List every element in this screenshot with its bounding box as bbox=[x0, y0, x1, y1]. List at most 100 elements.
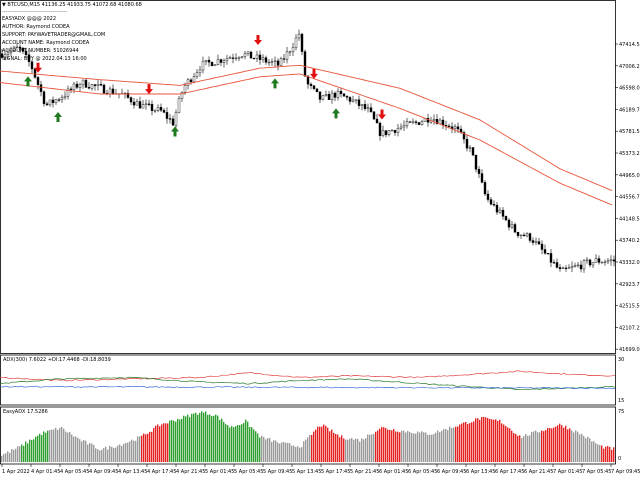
time-tick-label: 4 Apr 17:45 bbox=[147, 469, 176, 475]
histogram-bar bbox=[119, 444, 121, 462]
histogram-bar bbox=[573, 432, 575, 462]
ma-upper-line bbox=[0, 64, 613, 192]
histogram-bar bbox=[339, 437, 341, 462]
histogram-bar bbox=[263, 436, 265, 462]
histogram-bar bbox=[541, 430, 543, 462]
buy-arrow-icon bbox=[54, 112, 62, 123]
candle-body bbox=[321, 95, 325, 100]
candle-body bbox=[216, 59, 220, 65]
candle-body bbox=[171, 118, 175, 126]
candle-body bbox=[579, 264, 583, 270]
sell-arrow-icon bbox=[254, 34, 262, 45]
histogram-bar bbox=[403, 430, 405, 462]
histogram-bar bbox=[17, 446, 19, 462]
candle-body bbox=[570, 266, 574, 268]
histogram-bar bbox=[603, 448, 605, 462]
histogram-bar bbox=[389, 429, 391, 462]
histogram-bar bbox=[157, 424, 159, 462]
histogram-bar bbox=[571, 430, 573, 462]
candle-body bbox=[267, 61, 271, 64]
histogram-bar bbox=[527, 435, 529, 462]
candle-body bbox=[147, 103, 151, 105]
price-tick-label: 42923.75 bbox=[619, 282, 640, 288]
histogram-bar bbox=[219, 419, 221, 462]
histogram-bar bbox=[123, 443, 125, 462]
price-tick-label: 45373.25 bbox=[619, 151, 640, 157]
easyadx-scale-bottom: 0 bbox=[618, 456, 622, 462]
histogram-bar bbox=[341, 435, 343, 462]
histogram-bar bbox=[311, 434, 313, 462]
candle-body bbox=[528, 233, 532, 241]
histogram-bar bbox=[565, 425, 567, 462]
histogram-bar bbox=[361, 438, 363, 462]
candle-body bbox=[165, 112, 169, 119]
histogram-bar bbox=[397, 431, 399, 462]
histogram-bar bbox=[313, 431, 315, 462]
histogram-bar bbox=[203, 412, 205, 462]
histogram-bar bbox=[401, 430, 403, 462]
histogram-bar bbox=[333, 432, 335, 462]
candle-body bbox=[489, 199, 493, 205]
candle-body bbox=[183, 85, 187, 93]
histogram-bar bbox=[441, 430, 443, 462]
candle-body bbox=[162, 110, 166, 113]
histogram-bar bbox=[271, 441, 273, 462]
histogram-bar bbox=[109, 445, 111, 462]
candle-body bbox=[291, 47, 295, 53]
histogram-bar bbox=[163, 423, 165, 462]
candle-body bbox=[414, 121, 418, 123]
histogram-bar bbox=[101, 449, 103, 462]
histogram-bar bbox=[555, 426, 557, 462]
histogram-bar bbox=[605, 446, 607, 462]
candle-body bbox=[444, 124, 448, 127]
candle-body bbox=[432, 119, 436, 121]
histogram-bar bbox=[23, 445, 25, 462]
histogram-bar bbox=[349, 438, 351, 462]
ea-name: EASYADX @@@ 2022 bbox=[2, 16, 57, 22]
histogram-bar bbox=[535, 430, 537, 462]
histogram-bar bbox=[273, 440, 275, 462]
histogram-bar bbox=[213, 415, 215, 462]
histogram-bar bbox=[583, 435, 585, 462]
candle-body bbox=[420, 121, 424, 125]
candle-body bbox=[555, 262, 559, 268]
histogram-bar bbox=[383, 427, 385, 462]
histogram-bar bbox=[255, 431, 257, 462]
symbol-line: ▼ BTCUSD,M15 41136.25 41933.75 41072.68 … bbox=[2, 2, 142, 8]
candle-body bbox=[390, 130, 394, 132]
histogram-bar bbox=[553, 427, 555, 462]
candle-body bbox=[438, 119, 442, 124]
histogram-bar bbox=[301, 447, 303, 462]
histogram-bar bbox=[457, 426, 459, 462]
candle-body bbox=[33, 68, 37, 78]
candle-body bbox=[600, 262, 604, 264]
histogram-bar bbox=[261, 435, 263, 462]
candle-body bbox=[498, 209, 502, 213]
candle-body bbox=[312, 85, 316, 89]
time-tick-label: 6 Apr 17:45 bbox=[495, 469, 524, 475]
histogram-bar bbox=[445, 428, 447, 462]
histogram-bar bbox=[235, 426, 237, 462]
histogram-bar bbox=[5, 453, 7, 462]
histogram-bar bbox=[521, 438, 523, 462]
histogram-bar bbox=[547, 427, 549, 462]
candle-body bbox=[345, 96, 349, 98]
histogram-bar bbox=[223, 421, 225, 462]
candle-body bbox=[84, 79, 88, 88]
histogram-bar bbox=[295, 447, 297, 462]
histogram-bar bbox=[449, 426, 451, 462]
account-number-line: ACCOUNT NUMBER: 51026944 bbox=[2, 48, 79, 54]
histogram-bar bbox=[377, 430, 379, 462]
histogram-bar bbox=[253, 429, 255, 462]
candle-body bbox=[102, 84, 106, 94]
candle-body bbox=[192, 76, 196, 83]
candle-body bbox=[537, 241, 541, 245]
histogram-bar bbox=[73, 436, 75, 462]
histogram-bar bbox=[287, 442, 289, 462]
histogram-bar bbox=[493, 419, 495, 462]
histogram-bar bbox=[365, 438, 367, 462]
candle-body bbox=[549, 253, 553, 263]
histogram-bar bbox=[581, 433, 583, 462]
histogram-bar bbox=[387, 429, 389, 462]
